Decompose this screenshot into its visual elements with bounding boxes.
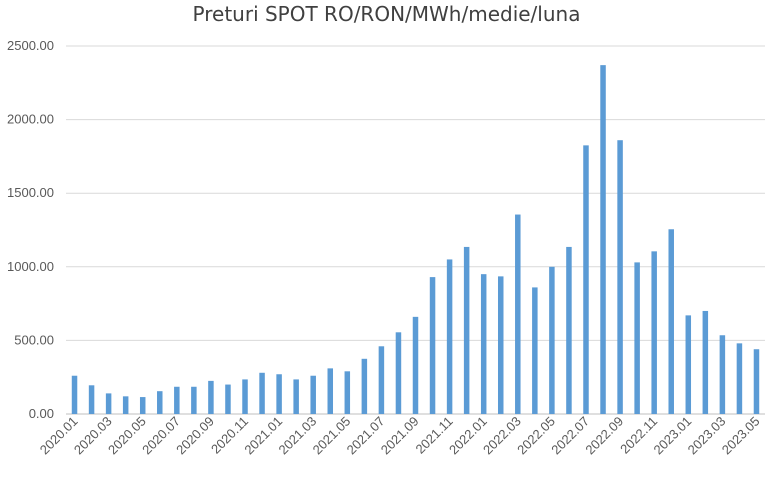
bar-2023.05 [753, 349, 760, 414]
bar-2021.10 [429, 277, 436, 414]
y-tick-label: 2000.00 [7, 112, 54, 127]
bar-2022.02 [497, 276, 504, 414]
bar-2020.09 [208, 380, 214, 414]
bar-2020.01 [71, 375, 78, 414]
bar-2020.03 [105, 393, 112, 414]
y-tick-label: 500.00 [14, 332, 54, 347]
x-tick-label: 2020.09 [173, 414, 217, 458]
bar-2020.06 [157, 391, 163, 414]
bar-2020.04 [122, 396, 129, 414]
bar-2022.07 [583, 145, 589, 415]
x-tick-label: 2023.05 [719, 414, 763, 458]
bar-2021.04 [327, 368, 334, 414]
bar-2021.02 [293, 379, 299, 414]
bar-2022.04 [532, 287, 538, 414]
bar-2021.12 [463, 246, 470, 414]
y-tick-label: 2500.00 [7, 38, 54, 53]
x-tick-label: 2022.09 [582, 414, 626, 458]
bar-2020.10 [225, 384, 231, 414]
bar-2022.08 [600, 65, 606, 415]
bar-2021.08 [395, 332, 402, 414]
bar-2023.03 [719, 335, 726, 414]
x-tick-label: 2021.09 [378, 414, 422, 458]
bar-2020.12 [259, 372, 265, 414]
bar-2021.07 [378, 346, 385, 414]
bar-2022.10 [634, 262, 640, 414]
bar-2022.03 [515, 214, 521, 414]
bar-2022.11 [651, 251, 657, 414]
bar-2022.09 [617, 140, 623, 414]
bar-2023.02 [702, 310, 709, 414]
bar-2020.02 [88, 385, 95, 414]
bar-2022.01 [480, 274, 487, 414]
chart-title: Preturi SPOT RO/RON/MWh/medie/luna [192, 2, 581, 26]
bar-2021.01 [276, 374, 282, 414]
bar-2020.05 [139, 397, 146, 414]
bar-2021.09 [412, 316, 419, 414]
bar-2022.06 [566, 246, 572, 414]
bar-2021.05 [344, 371, 351, 414]
bar-2022.05 [549, 266, 555, 414]
y-tick-label: 1500.00 [7, 185, 54, 200]
bar-2021.11 [446, 259, 453, 414]
bar-2020.11 [242, 379, 248, 414]
bar-2020.08 [191, 386, 197, 414]
y-tick-label: 0.00 [29, 406, 54, 421]
bar-2023.04 [736, 343, 743, 414]
bar-2023.01 [685, 315, 692, 414]
bar-2022.12 [668, 229, 674, 414]
y-tick-label: 1000.00 [7, 259, 54, 274]
bar-2020.07 [174, 386, 180, 414]
bar-2021.06 [361, 358, 368, 414]
bar-2021.03 [310, 375, 316, 414]
